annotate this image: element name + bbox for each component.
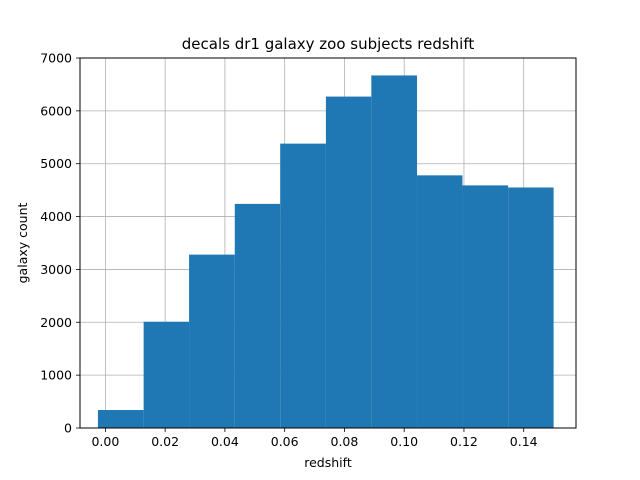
histogram-bar xyxy=(325,96,372,428)
x-tick-label: 0.10 xyxy=(390,434,418,449)
histogram-bar xyxy=(189,254,235,428)
histogram-bar xyxy=(462,185,509,428)
histogram-bar xyxy=(417,175,463,428)
histogram-bar xyxy=(143,321,190,428)
y-tick-label: 2000 xyxy=(40,315,72,330)
histogram-bar xyxy=(371,75,418,428)
chart-title: decals dr1 galaxy zoo subjects redshift xyxy=(182,35,475,53)
y-tick-label: 4000 xyxy=(40,209,72,224)
y-tick-label: 3000 xyxy=(40,262,72,277)
histogram-bars xyxy=(97,75,554,428)
x-tick-label: 0.04 xyxy=(211,434,239,449)
y-tick-label: 5000 xyxy=(40,156,72,171)
x-tick-label: 0.02 xyxy=(151,434,179,449)
x-axis-label: redshift xyxy=(304,455,352,470)
x-tick-label: 0.00 xyxy=(91,434,119,449)
y-tick-label: 0 xyxy=(64,421,72,436)
y-axis-label: galaxy count xyxy=(15,203,30,284)
x-tick-label: 0.12 xyxy=(450,434,478,449)
x-tick-label: 0.06 xyxy=(271,434,299,449)
y-tick-label: 1000 xyxy=(40,368,72,383)
histogram-bar xyxy=(97,410,144,428)
y-tick-label: 6000 xyxy=(40,103,72,118)
histogram-bar xyxy=(280,143,326,428)
plot-frame xyxy=(79,57,577,429)
x-tick-label: 0.14 xyxy=(510,434,538,449)
x-tick-label: 0.08 xyxy=(331,434,359,449)
x-axis-ticks: 0.00 0.02 0.04 0.06 0.08 0.10 0.12 0.14 xyxy=(91,428,538,449)
y-tick-label: 7000 xyxy=(40,51,72,66)
y-axis-ticks: 0 1000 2000 3000 4000 5000 6000 7000 xyxy=(40,51,80,436)
histogram-bar xyxy=(508,187,554,428)
histogram-bar xyxy=(234,203,281,428)
